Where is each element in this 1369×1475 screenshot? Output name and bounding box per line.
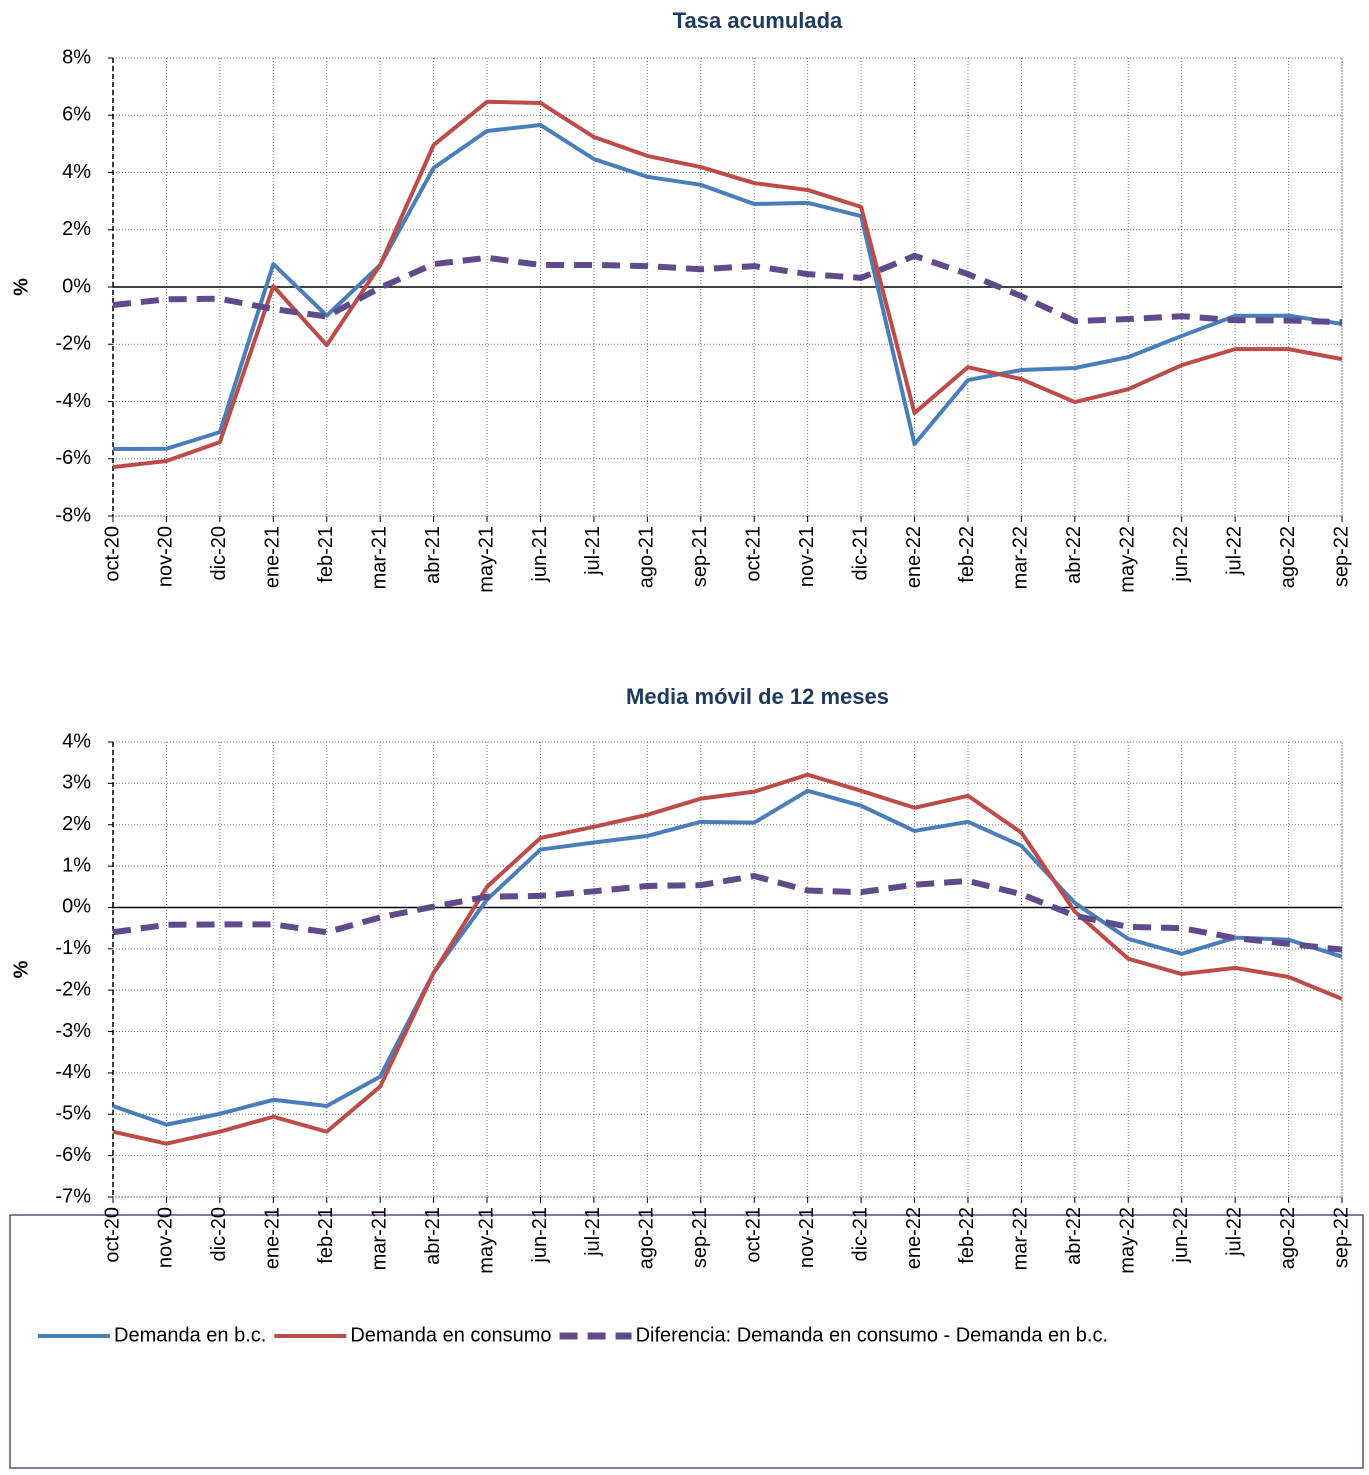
x-tick-label: may-21 [475,1207,497,1274]
x-tick-label: jul-21 [582,526,604,576]
x-tick-label: may-21 [475,526,497,593]
y-tick-label: -3% [55,1020,91,1042]
y-tick-label: -4% [55,390,91,412]
series-line [112,772,1343,1146]
x-tick-label: ene-21 [262,526,284,588]
y-tick-label: 0% [62,275,91,297]
legend-label: Demanda en b.c. [114,1324,266,1346]
x-tick-label: jun-21 [529,526,551,583]
y-tick-label: -6% [55,447,91,469]
x-tick-label: sep-21 [689,1207,711,1268]
legend-box [9,1214,1364,1469]
x-tick-label: mar-22 [1010,1207,1032,1270]
x-tick-label: abr-21 [422,526,444,584]
x-tick-label: nov-21 [796,526,818,587]
chart-title: Tasa acumulada [673,8,843,33]
series-line [112,122,1343,452]
x-tick-label: sep-22 [1330,1207,1352,1268]
y-tick-label: 3% [62,772,91,794]
y-tick-label: 4% [62,161,91,183]
x-tick-label: ene-21 [262,1207,284,1269]
x-tick-label: oct-21 [742,526,764,582]
y-tick-label: 6% [62,104,91,126]
x-tick-label: jul-22 [1223,526,1245,576]
x-tick-label: jun-22 [1170,1207,1192,1264]
series-line [112,99,1343,470]
plot-area [112,741,1343,1198]
x-tick-label: jul-21 [582,1207,604,1257]
y-tick-label: -2% [55,333,91,355]
y-tick-label: -4% [55,1061,91,1083]
x-tick-label: nov-20 [155,526,177,587]
x-tick-label: oct-20 [101,526,123,582]
x-tick-label: sep-22 [1330,526,1352,587]
legend-label: Demanda en consumo [350,1324,551,1346]
x-tick-label: feb-22 [956,1207,978,1264]
series-line [112,788,1343,1127]
x-tick-label: jun-22 [1170,526,1192,583]
x-tick-label: ago-21 [636,526,658,588]
x-tick-label: jul-22 [1223,1207,1245,1257]
chart-title: Media móvil de 12 meses [626,684,889,709]
y-tick-label: 4% [62,730,91,752]
x-tick-label: abr-22 [1063,526,1085,584]
y-axis-label: % [10,278,32,296]
y-tick-label: -1% [55,937,91,959]
x-tick-label: mar-22 [1010,526,1032,589]
x-tick-label: feb-21 [315,1207,337,1264]
x-tick-label: dic-20 [208,526,230,580]
x-tick-label: ago-22 [1277,526,1299,588]
x-tick-label: dic-21 [849,1207,871,1261]
y-tick-label: 1% [62,854,91,876]
series-line [112,873,1343,953]
y-axis-label: % [10,960,32,978]
legend-label: Diferencia: Demanda en consumo - Demanda… [636,1324,1108,1346]
x-tick-label: dic-20 [208,1207,230,1261]
y-tick-label: -5% [55,1103,91,1125]
y-tick-label: -7% [55,1185,91,1207]
y-tick-label: -6% [55,1144,91,1166]
y-tick-label: -2% [55,978,91,1000]
y-tick-label: -8% [55,504,91,526]
x-tick-label: may-22 [1117,526,1139,593]
x-tick-label: mar-21 [368,526,390,589]
x-tick-label: abr-21 [422,1207,444,1265]
y-tick-label: 8% [62,46,91,68]
x-tick-label: jun-21 [529,1207,551,1264]
x-tick-label: sep-21 [689,526,711,587]
x-tick-label: ago-22 [1277,1207,1299,1269]
x-tick-label: nov-21 [796,1207,818,1268]
x-tick-label: dic-21 [849,526,871,580]
x-tick-label: ene-22 [903,1207,925,1269]
series-line [112,252,1343,326]
x-tick-label: feb-22 [956,526,978,583]
y-tick-label: 2% [62,813,91,835]
x-tick-label: oct-21 [742,1207,764,1263]
x-tick-label: ago-21 [636,1207,658,1269]
y-tick-label: 2% [62,218,91,240]
x-tick-label: may-22 [1117,1207,1139,1274]
x-tick-label: mar-21 [368,1207,390,1270]
x-tick-label: abr-22 [1063,1207,1085,1265]
y-tick-label: 0% [62,896,91,918]
x-tick-label: oct-20 [101,1207,123,1263]
x-tick-label: feb-21 [315,526,337,583]
x-tick-label: ene-22 [903,526,925,588]
x-tick-label: nov-20 [155,1207,177,1268]
